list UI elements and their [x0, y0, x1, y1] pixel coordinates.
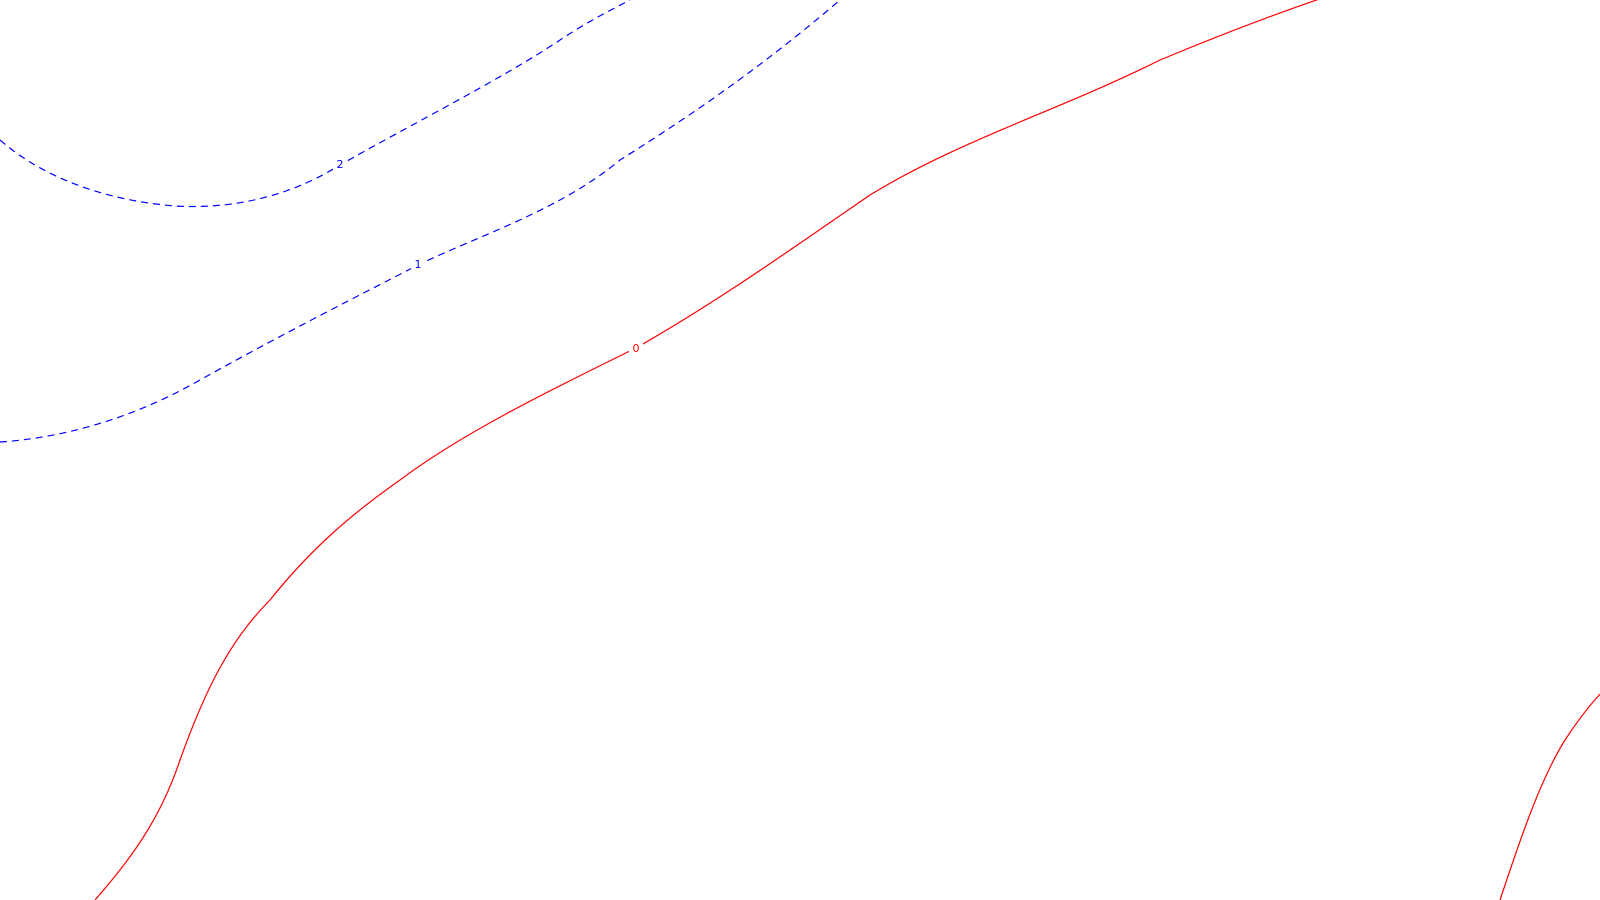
contour-label-bg-0	[629, 342, 643, 355]
contour-label-1: 1	[415, 258, 422, 271]
contour-line-level-2	[0, 0, 631, 208]
contour-line-level-0-fragment	[1499, 693, 1600, 900]
contour-label-0: 0	[633, 342, 640, 355]
contour-line-level-0	[94, 0, 1319, 900]
contour-label-bg-2	[333, 158, 347, 171]
contour-label-bg-1	[411, 258, 425, 271]
contour-label-2: 2	[337, 158, 344, 171]
